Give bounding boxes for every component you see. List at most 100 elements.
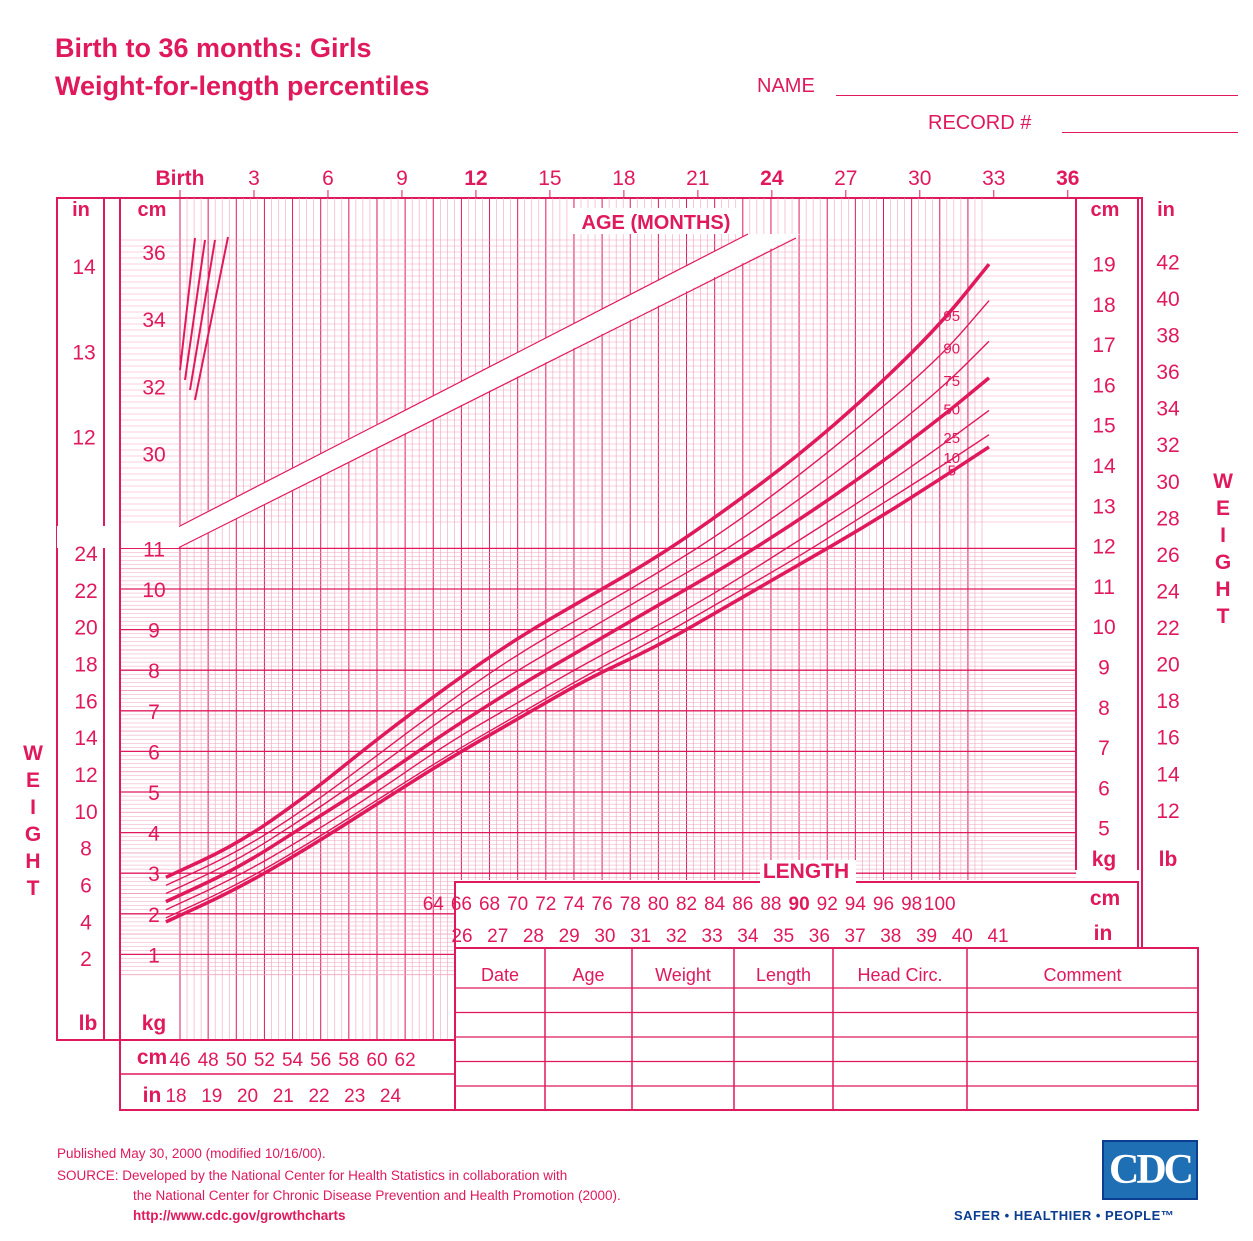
weight-kg-tick-left: 1 [148,944,160,967]
weight-lb-tick-left: 10 [74,801,97,824]
record-table-header: Comment [1043,965,1121,985]
weight-lb-tick-left: 12 [74,764,97,787]
weight-axis-letter-right: I [1220,524,1226,547]
weight-lb-tick-right: 22 [1156,617,1179,640]
weight-axis-letter-right: E [1216,497,1230,520]
length-cm-tick-label: 66 [451,894,472,915]
length-cm-tick-label: 52 [254,1050,275,1071]
weight-kg-tick-right: 7 [1098,737,1110,760]
percentile-label-10: 10 [943,450,960,467]
weight-kg-tick-right: 19 [1092,254,1115,277]
weight-kg-tick-right: 11 [1093,576,1115,599]
length-in-tick-label: 20 [237,1086,258,1107]
weight-kg-tick-left: 7 [148,701,160,724]
weight-lb-tick-right: 12 [1156,800,1179,823]
percentile-label-90: 90 [943,341,960,358]
weight-kg-tick-right: 15 [1092,415,1115,438]
weight-kg-tick-right: 18 [1092,294,1115,317]
weight-lb-tick-right: 30 [1156,471,1179,494]
age-tick-label: 9 [396,167,408,190]
length-cm-tick-label: 92 [817,894,838,915]
head-in-tick-label: 14 [72,256,96,279]
length-axis-box [454,881,1139,949]
length-in-tick-label: 37 [845,926,866,947]
weight-axis-letter-right: W [1213,470,1233,493]
age-tick-label: 24 [760,167,784,190]
weight-kg-tick-left: 3 [148,863,160,886]
weight-lb-tick-left: 4 [80,911,92,934]
weight-kg-tick-left: 2 [148,904,160,927]
weight-lb-tick-right: 26 [1156,544,1179,567]
weight-lb-tick-left: 8 [80,838,92,861]
weight-lb-tick-right: 20 [1156,654,1179,677]
percentile-curve-95 [165,263,991,879]
percentile-curve-5 [165,445,990,924]
length-in-tick-label: 32 [666,926,687,947]
length-cm-tick-label: 58 [338,1050,359,1071]
lb-unit-right: lb [1159,848,1178,871]
weight-lb-tick-right: 24 [1156,580,1180,603]
weight-kg-tick-right: 10 [1092,616,1115,639]
record-table-header: Length [756,965,811,985]
percentile-curve-25 [165,409,990,911]
source-line-1: SOURCE: Developed by the National Center… [57,1168,568,1183]
name-field[interactable] [836,73,1238,96]
length-cm-tick-label: 78 [620,894,641,915]
weight-axis-letter-left: W [23,742,43,765]
age-tick-label: 12 [464,167,487,190]
length-in-tick-label: 40 [952,926,973,947]
weight-axis-letter-left: H [25,850,40,873]
length-in-tick-label: 19 [201,1086,222,1107]
percentile-curve-90 [165,300,990,887]
length-cm-unit-right: cm [1090,887,1120,910]
record-field[interactable] [1062,110,1238,133]
weight-kg-tick-left: 11 [143,538,165,561]
cdc-logo: CDC [1102,1140,1198,1200]
head-cm-tick-label: 36 [142,242,165,265]
weight-lb-tick-left: 14 [74,727,98,750]
age-label-bg [572,208,742,234]
weight-kg-tick-left: 10 [142,579,165,602]
record-table [454,947,1199,1111]
left-gap [57,526,179,548]
length-in-tick-label: 34 [737,926,759,947]
length-in-tick-label: 29 [559,926,580,947]
weight-lb-tick-left: 18 [74,654,97,677]
kg-unit-left: kg [142,1012,167,1035]
age-tick-label: 6 [322,167,334,190]
name-label: NAME [757,75,815,97]
length-in-tick-label: 36 [809,926,830,947]
weight-lb-tick-right: 42 [1156,251,1179,274]
percentile-label-95: 95 [943,308,960,325]
length-cm-unit-left: cm [137,1046,167,1069]
length-cm-tick-label: 60 [366,1050,387,1071]
source-url-link[interactable]: http://www.cdc.gov/growthcharts [133,1208,346,1223]
length-cm-tick-label: 56 [310,1050,331,1071]
head-in-tick-label: 13 [72,341,95,364]
head-circ-curve [184,239,206,381]
weight-lb-tick-right: 14 [1156,763,1180,786]
length-in-tick-label: 28 [523,926,544,947]
weight-lb-tick-right: 36 [1156,361,1179,384]
percentile-label-50: 50 [943,401,960,418]
length-cm-tick-label: 50 [226,1050,247,1071]
weight-kg-tick-right: 6 [1098,777,1110,800]
percentile-curve-10 [165,434,990,919]
length-cm-tick-label: 70 [507,894,528,915]
weight-axis-letter-right: T [1217,605,1230,628]
weight-axis-letter-right: H [1215,578,1230,601]
age-tick-label: 33 [982,167,1005,190]
weight-kg-tick-right: 5 [1098,818,1110,841]
length-cm-tick-label: 76 [592,894,613,915]
record-table-header: Age [572,965,604,985]
percentile-label-25: 25 [943,430,960,447]
weight-kg-tick-left: 9 [148,620,160,643]
length-cm-tick-label: 84 [704,894,726,915]
length-label-bg [760,860,856,884]
length-in-tick-label: 35 [773,926,794,947]
head-cm-unit-label: cm [138,199,167,221]
head-cm-tick-label: 32 [142,376,165,399]
percentile-curve-50 [165,376,991,904]
head-in-unit-label-right: in [1157,199,1175,221]
